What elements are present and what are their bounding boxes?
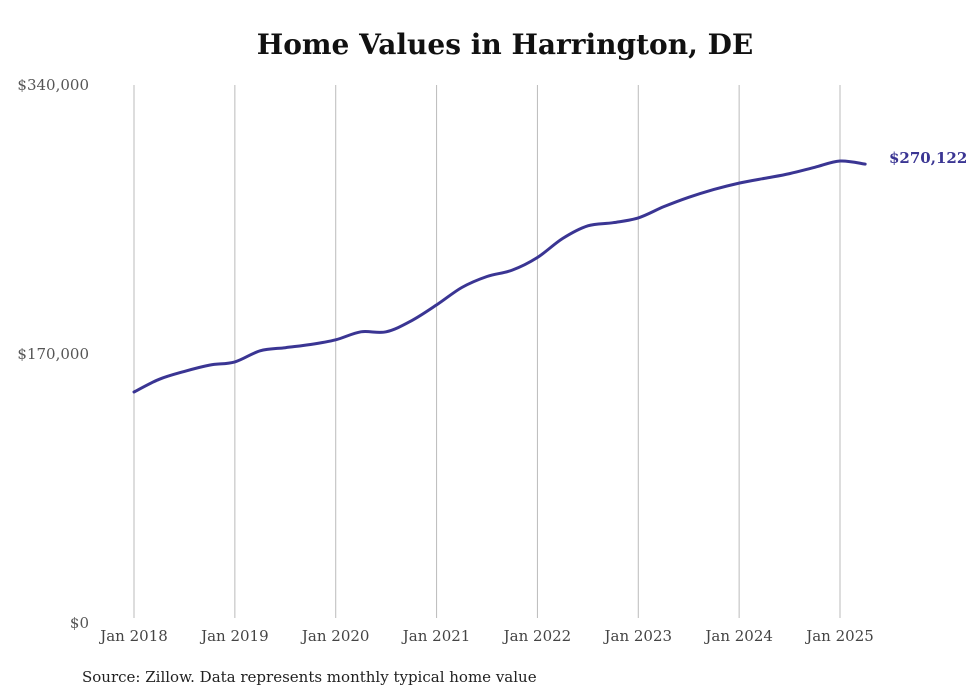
y-tick-label: $170,000 xyxy=(17,345,89,363)
x-tick-label: Jan 2020 xyxy=(300,627,370,645)
gridlines xyxy=(133,85,841,618)
x-tick-label: Jan 2019 xyxy=(199,627,269,645)
y-tick-label: $0 xyxy=(70,614,89,632)
x-tick-label: Jan 2022 xyxy=(502,627,572,645)
x-tick-label: Jan 2023 xyxy=(603,627,673,645)
series-line xyxy=(132,159,867,394)
source-note: Source: Zillow. Data represents monthly … xyxy=(82,668,537,686)
x-axis-ticks: Jan 2018 Jan 2019 Jan 2020 Jan 2021 Jan 2022… xyxy=(98,627,874,645)
series-layer: $270,122 xyxy=(132,149,967,394)
x-tick-label: Jan 2024 xyxy=(703,627,773,645)
y-axis-ticks: $0 $170,000 $340,000 xyxy=(17,76,89,632)
x-tick-label: Jan 2025 xyxy=(804,627,874,645)
x-tick-label: Jan 2021 xyxy=(401,627,471,645)
y-tick-label: $340,000 xyxy=(17,76,89,94)
end-value-label: $270,122 xyxy=(889,149,967,167)
x-tick-label: Jan 2018 xyxy=(98,627,168,645)
chart-title: Home Values in Harrington, DE xyxy=(256,28,754,61)
